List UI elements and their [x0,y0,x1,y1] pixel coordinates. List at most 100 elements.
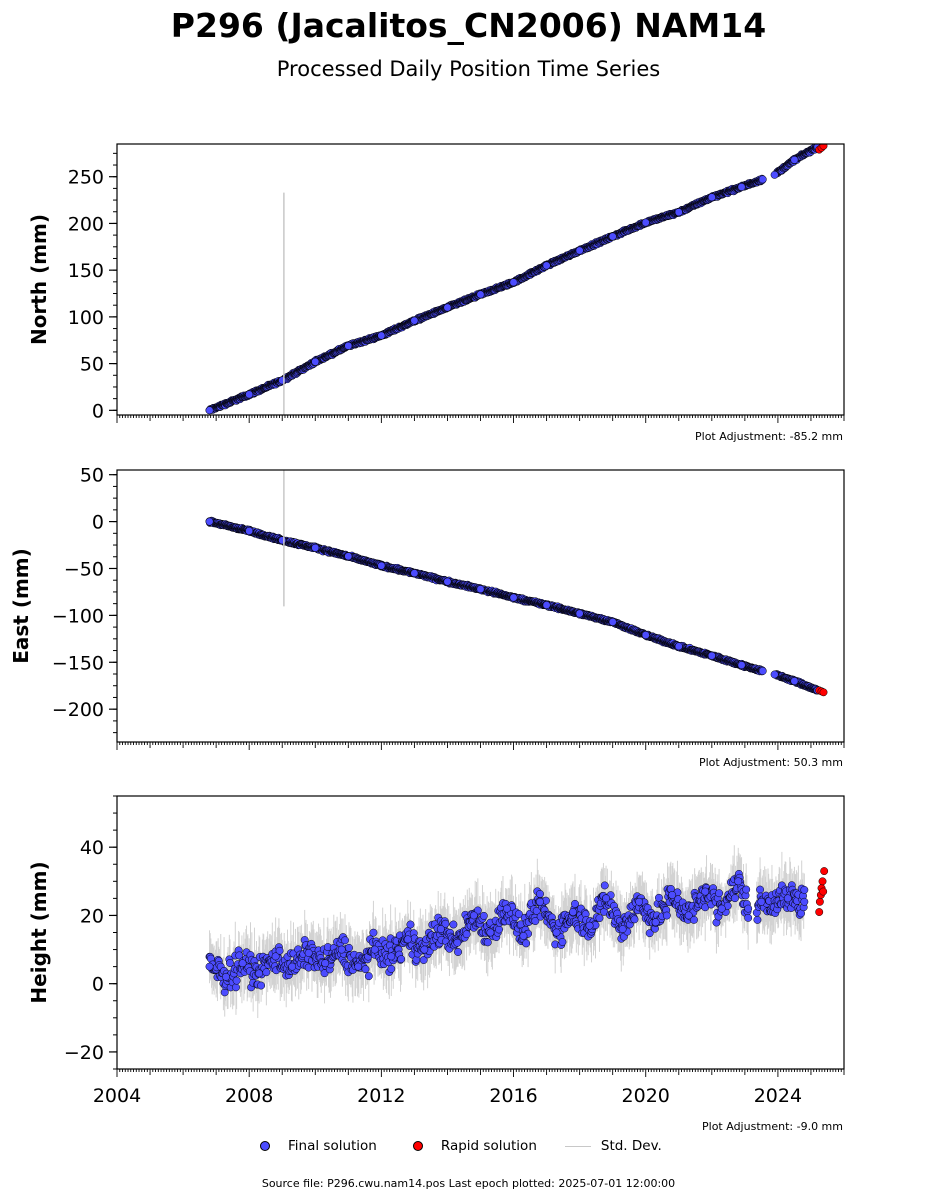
height-rapid-point [815,897,824,906]
height-data-point [370,945,379,954]
height-point [595,914,604,923]
east-data-point [707,651,716,660]
height-data-point [222,972,231,981]
height-point [715,889,724,898]
std-line-icon [564,1145,591,1147]
height-plot-adjustment: Plot Adjustment: -9.0 mm [702,1120,843,1133]
north-data-point [245,390,254,399]
height-y-tick-label: 20 [80,905,104,927]
north-y-tick-label: 200 [68,213,104,235]
height-data-point [734,877,743,886]
legend-std-label: Std. Dev. [600,1138,662,1154]
north-point [758,175,767,184]
height-point [531,917,540,926]
north-data-point [674,208,683,217]
legend-final-label: Final solution [288,1138,377,1154]
north-data-point [790,155,799,164]
north-data-point [641,218,650,227]
east-data-point [542,601,551,610]
rapid-marker-icon [412,1141,423,1151]
height-y-tick-label: 40 [80,837,104,859]
east-axes-frame [116,469,845,743]
height-point [800,885,809,894]
height-data-point [569,908,577,916]
height-data-point [552,928,561,937]
height-point [662,911,671,920]
height-data-point [536,897,544,906]
east-y-tick-label: −150 [52,652,104,674]
east-plot-area [205,470,828,697]
height-point [744,913,753,922]
height-point [226,959,234,967]
height-data-point [469,911,478,920]
east-data-point [410,569,419,578]
height-point [341,936,349,945]
height-point [369,928,378,937]
east-data-point [245,527,254,535]
north-data-point [737,183,746,191]
north-data-point [542,261,551,270]
height-data-point [420,945,429,954]
height-point [630,915,639,924]
height-point [753,915,762,924]
height-x-tick-label: 2008 [225,1085,273,1107]
height-data-point [585,921,594,930]
height-point [479,911,488,920]
height-point [441,919,450,928]
height-point [232,976,241,985]
north-data-point [608,232,617,241]
north-panel: 0 50 100 150 200 250 North (mm) [27,143,845,423]
east-data-point [575,609,584,618]
height-data-point [757,897,766,906]
east-data-point [641,631,650,640]
north-y-tick-label: 150 [68,260,104,282]
north-plot-area [205,144,828,415]
north-data-point [377,331,386,340]
height-data-point [321,959,330,968]
legend-final: Final solution [252,1138,377,1154]
east-y-tick-label: 0 [92,512,104,534]
height-point [262,968,271,977]
east-data-point [476,585,485,594]
height-data-point [668,891,677,899]
height-data-point [271,952,280,961]
height-point [406,920,415,929]
height-rapid-point [815,908,824,916]
height-data-point [304,949,313,957]
height-data-point [403,935,412,944]
height-x-tick-label: 2016 [489,1085,537,1107]
height-std-dev-bars [209,845,805,1019]
north-data-point [770,170,779,179]
height-point [731,894,739,903]
height-data-point [205,962,214,971]
height-data-point [618,925,627,934]
height-x-tick-label: 2024 [754,1085,802,1107]
east-data-point [205,517,214,526]
height-point [483,938,492,947]
east-data-point [344,552,353,561]
height-data-point [354,962,363,971]
source-note: Source file: P296.cwu.nam14.pos Last epo… [261,1177,676,1190]
north-final-points [205,144,822,415]
east-data-point [737,661,746,670]
height-y-axis-label: Height (mm) [27,861,51,1003]
east-panel: 50 0 −50 −100 −150 −200 East (mm) [9,465,845,750]
east-point [758,667,767,675]
north-data-point [476,290,485,299]
east-data-point [509,593,518,602]
chart-subtitle: Processed Daily Position Time Series [276,57,661,81]
height-rapid-point [819,887,828,896]
height-data-point [519,931,528,940]
height-point [361,965,370,974]
height-point [454,948,462,956]
north-rapid-point [819,144,828,150]
east-y-tick-label: −200 [52,699,104,721]
height-point [345,943,353,952]
north-y-tick-label: 250 [68,167,104,189]
height-data-point [387,952,396,961]
north-y-tick-label: 50 [80,354,104,376]
height-point [514,910,523,919]
final-marker-icon [260,1141,270,1151]
east-final-points [205,516,822,695]
east-y-tick-label: 50 [80,465,104,487]
